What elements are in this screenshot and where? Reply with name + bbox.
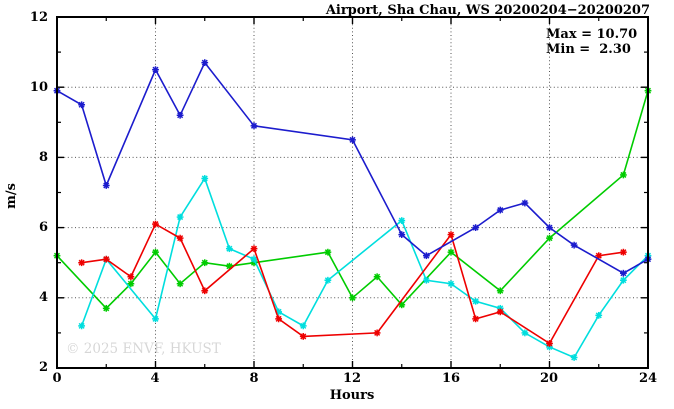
x-tick-0: 0 xyxy=(52,371,62,386)
y-tick-6: 6 xyxy=(38,220,48,235)
x-tick-12: 12 xyxy=(342,371,362,386)
x-tick-24: 24 xyxy=(638,371,658,386)
y-tick-8: 8 xyxy=(38,150,48,165)
chart-title: Airport, Sha Chau, WS 20200204−20200207 xyxy=(325,3,650,18)
plot-frame xyxy=(56,16,649,369)
x-tick-16: 16 xyxy=(441,371,461,386)
x-axis-label: Hours xyxy=(329,388,375,403)
green-line xyxy=(53,87,652,312)
y-tick-10: 10 xyxy=(29,80,48,95)
watermark: © 2025 ENVF, HKUST xyxy=(66,341,221,357)
blue-line xyxy=(53,59,652,277)
y-axis-label: m/s xyxy=(3,183,19,209)
y-tick-12: 12 xyxy=(29,10,48,25)
max-annotation: Max = 10.70 xyxy=(546,27,638,42)
cyan-line xyxy=(78,175,652,361)
x-tick-4: 4 xyxy=(150,371,160,386)
x-tick-8: 8 xyxy=(249,371,259,386)
min-annotation: Min = 2.30 xyxy=(546,42,631,57)
red-line xyxy=(78,220,627,347)
y-tick-4: 4 xyxy=(38,290,48,305)
y-tick-2: 2 xyxy=(38,360,48,375)
x-tick-20: 20 xyxy=(539,371,559,386)
